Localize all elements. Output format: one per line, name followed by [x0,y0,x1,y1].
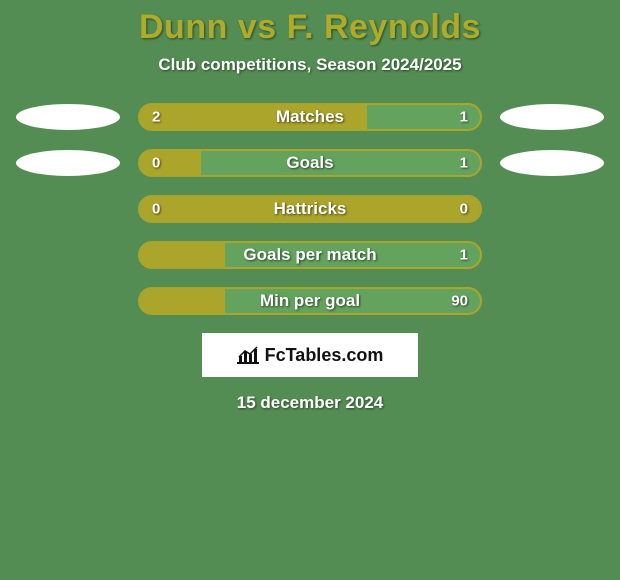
stat-right-value: 1 [460,247,468,264]
stat-left-value: 2 [152,109,160,126]
bar-left-fill [140,289,225,313]
subtitle: Club competitions, Season 2024/2025 [0,55,620,75]
bar-left-fill [140,197,480,221]
player-left-marker [16,104,120,130]
stat-bar: 1Goals per match [138,241,482,269]
player-right-marker [500,104,604,130]
player-left-marker [16,150,120,176]
stat-right-value: 1 [460,155,468,172]
spacer [500,288,604,314]
stat-right-value: 0 [460,201,468,218]
stat-left-value: 0 [152,201,160,218]
stat-right-value: 1 [460,109,468,126]
bar-left-fill [140,105,367,129]
logo-text: FcTables.com [265,345,384,366]
spacer [16,196,120,222]
stat-bar: 21Matches [138,103,482,131]
page-title: Dunn vs F. Reynolds [0,0,620,47]
spacer [500,196,604,222]
chart-icon [237,346,259,364]
stat-bar: 90Min per goal [138,287,482,315]
bar-left-fill [140,243,225,267]
stat-bar: 01Goals [138,149,482,177]
fctables-logo: FcTables.com [202,333,418,377]
bar-left-fill [140,151,201,175]
spacer [500,242,604,268]
stat-right-value: 90 [451,293,468,310]
spacer [16,288,120,314]
player-right-marker [500,150,604,176]
spacer [16,242,120,268]
stat-row: 21Matches [0,103,620,131]
stat-left-value: 0 [152,155,160,172]
stat-row: 1Goals per match [0,241,620,269]
stat-row: 00Hattricks [0,195,620,223]
stat-row: 01Goals [0,149,620,177]
date-text: 15 december 2024 [0,393,620,413]
stat-row: 90Min per goal [0,287,620,315]
stat-rows: 21Matches01Goals00Hattricks1Goals per ma… [0,103,620,315]
comparison-infographic: Dunn vs F. Reynolds Club competitions, S… [0,0,620,580]
stat-bar: 00Hattricks [138,195,482,223]
